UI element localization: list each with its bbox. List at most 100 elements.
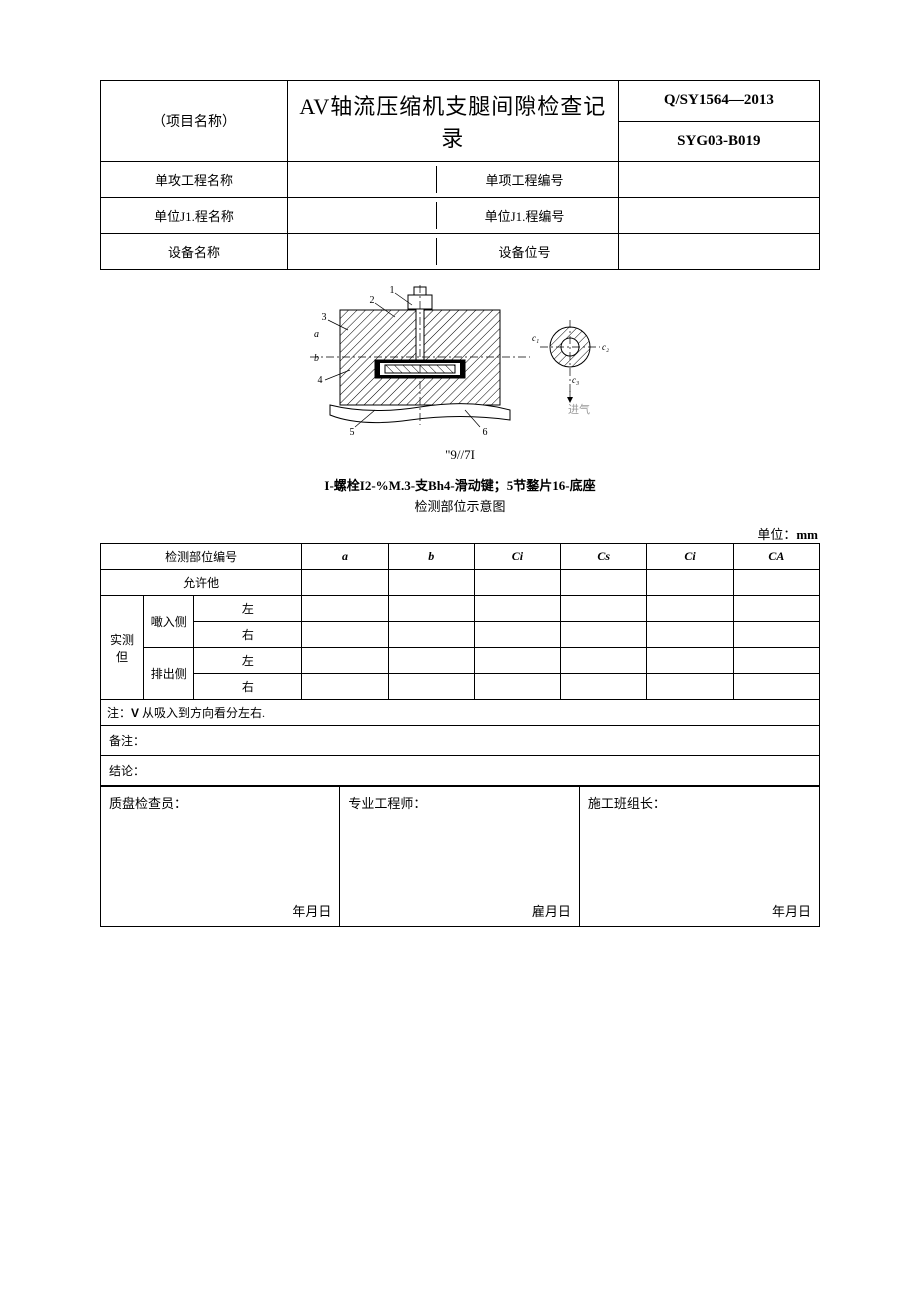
info-label: 单攻工程名称	[101, 162, 288, 198]
engineer-label: 专业工程师：	[348, 796, 426, 811]
data-cell[interactable]	[388, 570, 474, 596]
data-cell[interactable]	[302, 622, 388, 648]
diagram-svg: 1 2 3 4 5 6 a b c₁ c₂ c₃ 进气	[280, 285, 640, 440]
info-value[interactable]	[618, 234, 819, 270]
standard-code: Q/SY1564—2013	[618, 81, 819, 122]
data-cell[interactable]	[302, 570, 388, 596]
form-title-text: AV轴流压缩机支腿间隙检查记录	[299, 94, 606, 151]
svg-text:c₁: c₁	[532, 333, 539, 343]
data-cell[interactable]	[388, 596, 474, 622]
svg-text:b: b	[314, 353, 319, 364]
info-value[interactable]	[618, 198, 819, 234]
data-cell[interactable]	[647, 622, 733, 648]
info-value[interactable]	[618, 162, 819, 198]
data-cell[interactable]	[733, 648, 819, 674]
data-cell[interactable]	[302, 648, 388, 674]
svg-text:c₂: c₂	[602, 342, 609, 352]
data-table: 检测部位编号 a b Ci Cs Ci CA 允许他 实测但 噉入侧 左	[100, 543, 820, 786]
info-value[interactable]	[294, 238, 437, 265]
note-text: 从吸入到方向看分左右.	[139, 706, 265, 720]
info-value[interactable]	[294, 166, 437, 193]
inspector-cell[interactable]: 质盘检查员： 年月日	[101, 787, 340, 927]
data-cell[interactable]	[733, 674, 819, 700]
right-label: 右	[194, 674, 302, 700]
data-cell[interactable]	[388, 674, 474, 700]
data-cell[interactable]	[474, 674, 560, 700]
header-table: （项目名称） AV轴流压缩机支腿间隙检查记录 Q/SY1564—2013 SYG…	[100, 80, 820, 270]
data-cell[interactable]	[302, 674, 388, 700]
form-code-text: SYG03-B019	[677, 133, 760, 149]
col-header: Ci	[647, 544, 733, 570]
data-cell[interactable]	[302, 596, 388, 622]
foreman-cell[interactable]: 施工班组长： 年月日	[579, 787, 819, 927]
conclusion-cell[interactable]: 结论：	[101, 756, 820, 786]
engineer-date: 雇月日	[532, 901, 571, 920]
data-cell[interactable]	[561, 596, 647, 622]
intake-text: 噉入侧	[151, 615, 187, 629]
data-cell[interactable]	[388, 622, 474, 648]
remark-label: 备注：	[109, 734, 145, 748]
data-cell[interactable]	[561, 622, 647, 648]
svg-text:c₃: c₃	[572, 375, 579, 385]
data-cell[interactable]	[647, 674, 733, 700]
data-cell[interactable]	[561, 674, 647, 700]
diagram-container: 1 2 3 4 5 6 a b c₁ c₂ c₃ 进气 "9//7I I-螺栓I…	[100, 270, 820, 520]
foreman-label: 施工班组长：	[588, 796, 666, 811]
diagram-legend: I-螺栓I2-%M.3-支Bh4-滑动键；5节鍪片16-底座	[100, 475, 820, 494]
data-cell[interactable]	[647, 570, 733, 596]
info-label: 单位J1.程编号	[437, 202, 612, 229]
note-prefix: 注：	[107, 706, 131, 720]
unit-prefix: 单位：	[757, 527, 796, 542]
data-cell[interactable]	[474, 570, 560, 596]
unit-label: 单位：mm	[100, 524, 820, 543]
col-header: Ci	[474, 544, 560, 570]
svg-text:5: 5	[350, 427, 355, 438]
data-cell[interactable]	[733, 596, 819, 622]
info-label: 单位J1.程名称	[101, 198, 288, 234]
data-cell[interactable]	[733, 570, 819, 596]
exhaust-text: 排出侧	[151, 667, 187, 681]
data-cell[interactable]	[388, 648, 474, 674]
inspector-label: 质盘检查员：	[109, 796, 187, 811]
svg-text:3: 3	[322, 312, 327, 323]
measured-text: 实测但	[110, 633, 134, 664]
data-cell[interactable]	[647, 596, 733, 622]
svg-text:进气: 进气	[568, 402, 590, 416]
data-cell[interactable]	[561, 570, 647, 596]
data-cell[interactable]	[474, 648, 560, 674]
left-label: 左	[194, 596, 302, 622]
svg-text:2: 2	[370, 295, 375, 306]
inspector-date: 年月日	[292, 901, 331, 920]
remark-cell[interactable]: 备注：	[101, 726, 820, 756]
page: （项目名称） AV轴流压缩机支腿间隙检查记录 Q/SY1564—2013 SYG…	[100, 80, 820, 927]
info-value[interactable]	[294, 202, 437, 229]
row-header: 检测部位编号	[101, 544, 302, 570]
svg-text:6: 6	[483, 427, 488, 438]
engineer-cell[interactable]: 专业工程师： 雇月日	[340, 787, 579, 927]
project-name-label: （项目名称）	[152, 115, 236, 130]
measured-label: 实测但	[101, 596, 144, 700]
info-label: 设备名称	[101, 234, 288, 270]
svg-text:a: a	[314, 329, 319, 340]
unit-value: mm	[796, 527, 818, 542]
data-cell[interactable]	[474, 596, 560, 622]
col-header: CA	[733, 544, 819, 570]
svg-text:1: 1	[390, 285, 395, 296]
info-label: 设备位号	[437, 238, 612, 265]
intake-label: 噉入侧	[144, 596, 194, 648]
project-name-cell: （项目名称）	[101, 81, 288, 162]
data-cell[interactable]	[647, 648, 733, 674]
form-title: AV轴流压缩机支腿间隙检查记录	[287, 81, 618, 162]
foreman-date: 年月日	[772, 901, 811, 920]
data-cell[interactable]	[561, 648, 647, 674]
info-label: 单项工程编号	[437, 166, 612, 193]
data-cell[interactable]	[474, 622, 560, 648]
diagram-subtitle: 检测部位示意图	[100, 496, 820, 515]
note-row: 注：V 从吸入到方向看分左右.	[101, 700, 820, 726]
signature-table: 质盘检查员： 年月日 专业工程师： 雇月日 施工班组长： 年月日	[100, 786, 820, 927]
left-label: 左	[194, 648, 302, 674]
data-cell[interactable]	[733, 622, 819, 648]
note-v: V	[131, 706, 139, 720]
conclusion-label: 结论：	[109, 764, 145, 778]
col-header: Cs	[561, 544, 647, 570]
